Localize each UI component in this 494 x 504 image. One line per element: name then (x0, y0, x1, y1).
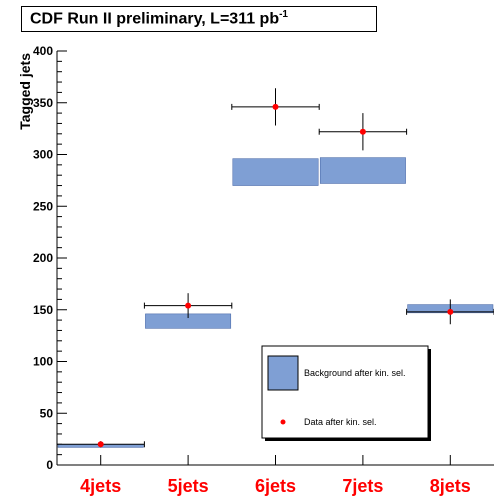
y-tick-label: 0 (46, 458, 53, 472)
chart-title-box: CDF Run II preliminary, L=311 pb-1 (21, 6, 377, 32)
y-tick-label: 250 (33, 199, 53, 213)
chart-title-superscript: -1 (279, 9, 288, 21)
background-band (232, 158, 319, 186)
x-category-label: 6jets (255, 476, 296, 496)
data-point (185, 302, 192, 309)
legend-band-label: Background after kin. sel. (304, 368, 406, 378)
y-tick-label: 300 (33, 148, 53, 162)
legend-point-marker (280, 419, 286, 425)
x-category-label: 4jets (80, 476, 121, 496)
chart-title: CDF Run II preliminary, L=311 pb-1 (30, 9, 288, 28)
data-point (447, 308, 454, 315)
data-point (97, 441, 104, 448)
y-tick-label: 50 (40, 406, 54, 420)
chart-title-text: CDF Run II preliminary, L=311 pb (30, 10, 280, 28)
data-point (272, 103, 279, 110)
x-category-label: 5jets (168, 476, 209, 496)
y-tick-label: 400 (33, 44, 53, 58)
legend-band-swatch (267, 355, 299, 391)
y-tick-label: 350 (33, 96, 53, 110)
background-band (319, 157, 406, 184)
x-category-label: 8jets (430, 476, 471, 496)
x-category-label: 7jets (342, 476, 383, 496)
y-tick-label: 100 (33, 355, 53, 369)
y-axis-title: Tagged jets (17, 53, 33, 130)
data-point (359, 128, 366, 135)
legend-point-label: Data after kin. sel. (304, 417, 377, 427)
y-tick-label: 150 (33, 303, 53, 317)
y-tick-label: 200 (33, 251, 53, 265)
